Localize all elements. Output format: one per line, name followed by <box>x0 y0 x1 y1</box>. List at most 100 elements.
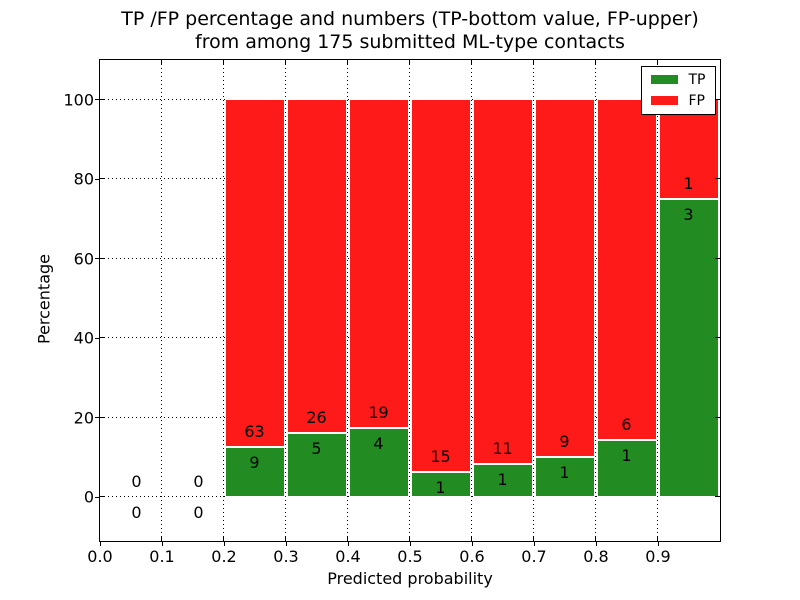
x-tick-mark-in-top <box>471 59 472 65</box>
chart-title: TP /FP percentage and numbers (TP-bottom… <box>100 8 720 54</box>
y-tick-mark-in <box>99 496 105 498</box>
legend-label-fp: FP <box>688 92 706 109</box>
fp-count-label: 11 <box>492 438 513 458</box>
bar-tp-segment <box>472 463 533 497</box>
y-tick-label: 80 <box>73 169 94 189</box>
x-tick-label: 0.4 <box>335 547 361 566</box>
bar-fp-segment <box>286 99 347 433</box>
bar-tp-segment <box>658 198 719 497</box>
x-tick-label: 0.8 <box>583 547 609 566</box>
v-gridline <box>161 59 162 541</box>
y-tick-mark-in-right <box>714 416 720 418</box>
y-tick-mark-out <box>95 258 100 260</box>
y-tick-label: 60 <box>73 249 94 269</box>
x-tick-mark-in-top <box>595 59 596 65</box>
v-gridline <box>657 59 658 541</box>
bar-tp-segment <box>286 432 347 497</box>
y-tick-label: 0 <box>83 487 94 507</box>
x-tick-label: 0.3 <box>273 547 299 566</box>
x-tick-mark-in-top <box>657 59 658 65</box>
x-tick-mark-out <box>285 541 287 546</box>
x-tick-mark-in-top <box>161 59 162 65</box>
plot-area: 0 0 0 0 63 9 26 5 19 4 15 1 11 1 9 1 6 1 1 3 TP FP <box>98 58 721 542</box>
bar-fp-segment <box>534 99 595 458</box>
fp-count-label: 63 <box>244 422 265 442</box>
v-gridline <box>471 59 472 541</box>
x-tick-mark-in-top <box>533 59 534 65</box>
x-tick-mark-in <box>409 535 410 541</box>
bar-tp-segment <box>596 439 657 497</box>
bar-fp-segment <box>472 99 533 464</box>
tp-count-label: 4 <box>373 433 384 453</box>
y-tick-mark-in-right <box>714 98 720 100</box>
tp-count-label: 0 <box>193 502 204 522</box>
tp-count-label: 1 <box>497 469 508 489</box>
y-tick-mark-out <box>95 496 100 498</box>
x-tick-mark-out <box>99 541 101 546</box>
v-gridline <box>533 59 534 541</box>
x-tick-label: 0.0 <box>87 547 113 566</box>
fp-count-label: 15 <box>430 446 451 466</box>
x-tick-mark-in-top <box>347 59 348 65</box>
y-tick-label: 100 <box>63 90 94 110</box>
x-tick-mark-out <box>471 541 473 546</box>
y-tick-mark-in-right <box>714 178 720 180</box>
x-tick-mark-in <box>285 535 286 541</box>
x-tick-label: 0.7 <box>521 547 547 566</box>
y-tick-mark-in <box>99 257 105 259</box>
x-axis-label: Predicted probability <box>327 569 493 588</box>
y-tick-label: 20 <box>73 408 94 428</box>
y-tick-mark-in-right <box>714 337 720 339</box>
y-tick-mark-in <box>99 98 105 100</box>
x-tick-mark-in-top <box>223 59 224 65</box>
x-tick-label: 0.1 <box>149 547 175 566</box>
y-tick-mark-in-right <box>714 257 720 259</box>
tp-count-label: 5 <box>311 438 322 458</box>
legend-entry-tp: TP <box>650 71 706 88</box>
x-tick-mark-in <box>347 535 348 541</box>
v-gridline <box>347 59 348 541</box>
bar-fp-segment <box>658 99 719 199</box>
bar-fp-segment <box>596 99 657 440</box>
legend-swatch-fp <box>650 96 678 105</box>
y-tick-mark-in <box>99 178 105 180</box>
x-tick-mark-in <box>471 535 472 541</box>
fp-count-label: 0 <box>131 471 142 491</box>
bar-tp-segment <box>534 457 595 497</box>
x-tick-mark-in <box>161 535 162 541</box>
y-tick-mark-in-right <box>714 496 720 498</box>
y-tick-mark-in <box>99 416 105 418</box>
tp-count-label: 1 <box>559 463 570 483</box>
bar-fp-segment <box>348 99 409 428</box>
tp-count-label: 3 <box>683 204 694 224</box>
legend-label-tp: TP <box>688 71 706 88</box>
x-tick-mark-out <box>223 541 225 546</box>
x-tick-label: 0.9 <box>645 547 671 566</box>
x-tick-mark-out <box>657 541 659 546</box>
y-tick-mark-out <box>95 417 100 419</box>
tp-count-label: 0 <box>131 502 142 522</box>
x-tick-label: 0.2 <box>211 547 237 566</box>
bar-tp-segment <box>224 447 285 497</box>
fp-count-label: 9 <box>559 432 570 452</box>
fp-count-label: 0 <box>193 471 204 491</box>
x-tick-mark-in <box>595 535 596 541</box>
x-tick-mark-out <box>161 541 163 546</box>
legend-swatch-tp <box>650 75 678 84</box>
x-tick-mark-in <box>223 535 224 541</box>
y-tick-label: 40 <box>73 328 94 348</box>
x-tick-mark-out <box>347 541 349 546</box>
v-gridline <box>595 59 596 541</box>
v-gridline <box>223 59 224 541</box>
fp-count-label: 6 <box>621 414 632 434</box>
x-tick-mark-in-top <box>409 59 410 65</box>
x-tick-mark-out <box>595 541 597 546</box>
y-tick-mark-out <box>95 178 100 180</box>
y-tick-mark-out <box>95 99 100 101</box>
bar-tp-segment <box>348 427 409 497</box>
fp-count-label: 1 <box>683 173 694 193</box>
x-tick-mark-in <box>533 535 534 541</box>
x-tick-label: 0.5 <box>397 547 423 566</box>
bar-fp-segment <box>410 99 471 472</box>
